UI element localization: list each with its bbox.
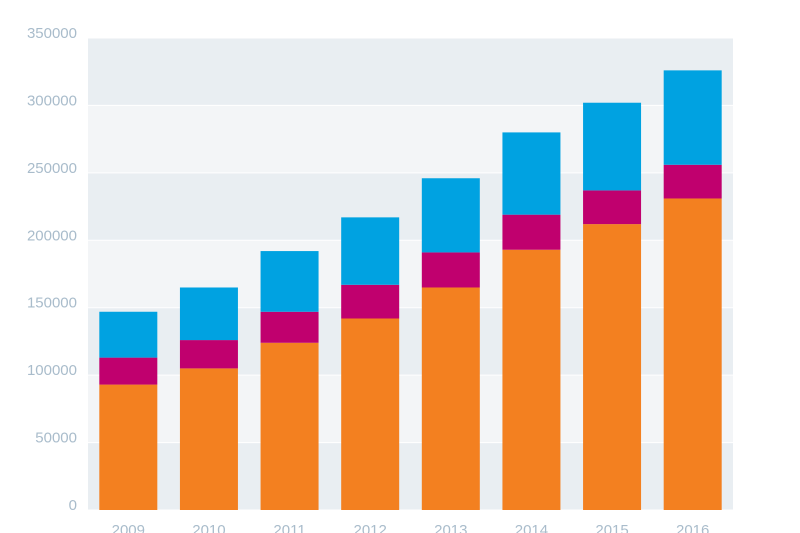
x-tick-label: 2016 [676, 522, 709, 533]
y-tick-label: 300000 [27, 92, 77, 109]
bar-segment [583, 190, 642, 225]
bar-segment [341, 318, 400, 510]
bar-segment [502, 249, 561, 510]
y-tick-label: 50000 [35, 430, 77, 447]
bar-segment [583, 224, 642, 511]
y-tick-label: 200000 [27, 227, 77, 244]
bar-segment [260, 251, 319, 312]
grid-band [88, 38, 733, 106]
x-tick-label: 2013 [434, 522, 467, 533]
bar-segment [99, 384, 158, 510]
bar-segment [663, 198, 722, 511]
x-tick-label: 2010 [192, 522, 225, 533]
bar-segment [99, 357, 158, 385]
y-tick-label: 350000 [27, 25, 77, 42]
bar-segment [421, 252, 480, 288]
bar-segment [179, 368, 238, 510]
bar-segment [663, 164, 722, 199]
bar-segment [260, 342, 319, 510]
bar-segment [260, 311, 319, 343]
x-tick-label: 2009 [112, 522, 145, 533]
bar-segment [663, 70, 722, 165]
bar-segment [421, 178, 480, 253]
bar-segment [179, 287, 238, 341]
x-tick-label: 2014 [515, 522, 548, 533]
y-tick-label: 0 [69, 497, 77, 514]
bar-segment [502, 132, 561, 215]
x-tick-label: 2015 [595, 522, 628, 533]
bar-segment [421, 287, 480, 510]
bar-segment [179, 340, 238, 369]
x-tick-label: 2011 [273, 522, 305, 533]
bar-segment [341, 284, 400, 319]
x-tick-label: 2012 [354, 522, 387, 533]
y-tick-label: 250000 [27, 160, 77, 177]
y-tick-label: 150000 [27, 295, 77, 312]
bar-segment [341, 217, 400, 285]
bar-segment [583, 102, 642, 191]
bar-segment [502, 214, 561, 250]
bar-segment [99, 311, 158, 358]
y-tick-label: 100000 [27, 362, 77, 379]
